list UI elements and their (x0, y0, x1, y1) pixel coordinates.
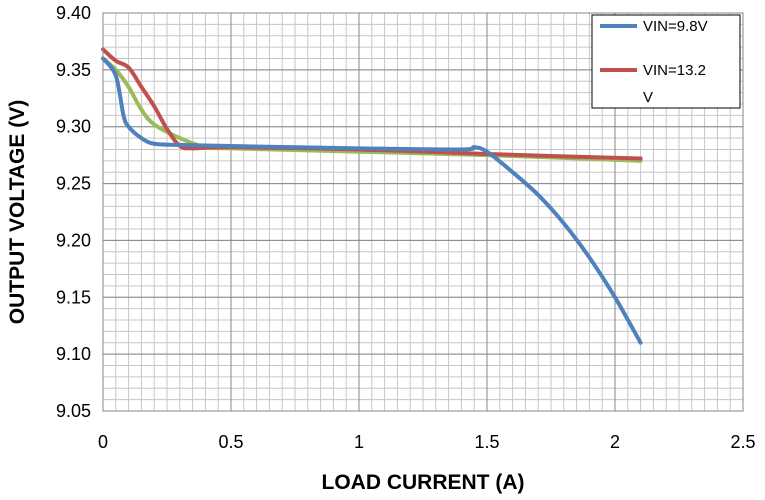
x-tick-labels: 0 0.5 1 1.5 2 2.5 (98, 432, 756, 452)
y-tick-label: 9.30 (56, 117, 91, 137)
legend-box (591, 14, 741, 109)
plot-border (102, 12, 744, 412)
y-tick-label: 9.20 (56, 230, 91, 250)
legend-label: VIN=9.8V (643, 18, 708, 35)
x-tick-label: 2 (610, 432, 620, 452)
series-line-1 (101, 56, 643, 345)
x-tick-label: 2.5 (730, 432, 755, 452)
x-tick-label: 1.5 (474, 432, 499, 452)
x-tick-label: 1 (354, 432, 364, 452)
y-tick-label: 9.15 (56, 287, 91, 307)
y-tick-label: 9.25 (56, 174, 91, 194)
y-axis-title: OUTPUT VOLTAGE (V) (6, 100, 29, 324)
y-tick-label: 9.40 (56, 3, 91, 23)
series-layer (101, 47, 643, 345)
y-tick-label: 9.35 (56, 60, 91, 80)
y-tick-label: 9.05 (56, 401, 91, 421)
x-axis-title: LOAD CURRENT (A) (322, 471, 525, 494)
legend-label: VIN=13.2 V (643, 62, 706, 106)
x-tick-label: 0.5 (218, 432, 243, 452)
y-tick-label: 9.10 (56, 344, 91, 364)
x-tick-label: 0 (98, 432, 108, 452)
y-tick-labels: 9.05 9.10 9.15 9.20 9.25 9.30 9.35 9.40 (56, 3, 91, 421)
legend: VIN=9.8V VIN=13.2 V (591, 14, 741, 109)
